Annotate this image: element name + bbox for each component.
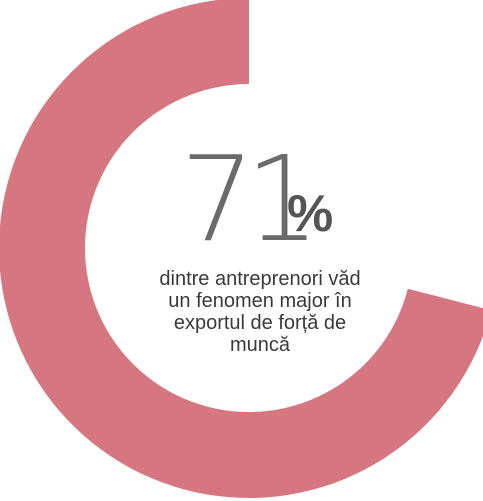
caption-line: dintre antreprenori văd (159, 268, 361, 290)
caption-line: muncă (229, 334, 291, 356)
percentage-readout: 71 % (120, 140, 400, 258)
percentage-value: 71 (180, 130, 320, 268)
caption-line: un fenomen major în (168, 290, 352, 312)
chart-caption: dintre antreprenori văd un fenomen major… (138, 268, 382, 356)
chart-center-label: 71 % dintre antreprenori văd un fenomen … (120, 140, 400, 356)
percentage-sign: % (287, 185, 334, 243)
caption-line: exportul de forță de (173, 312, 347, 334)
